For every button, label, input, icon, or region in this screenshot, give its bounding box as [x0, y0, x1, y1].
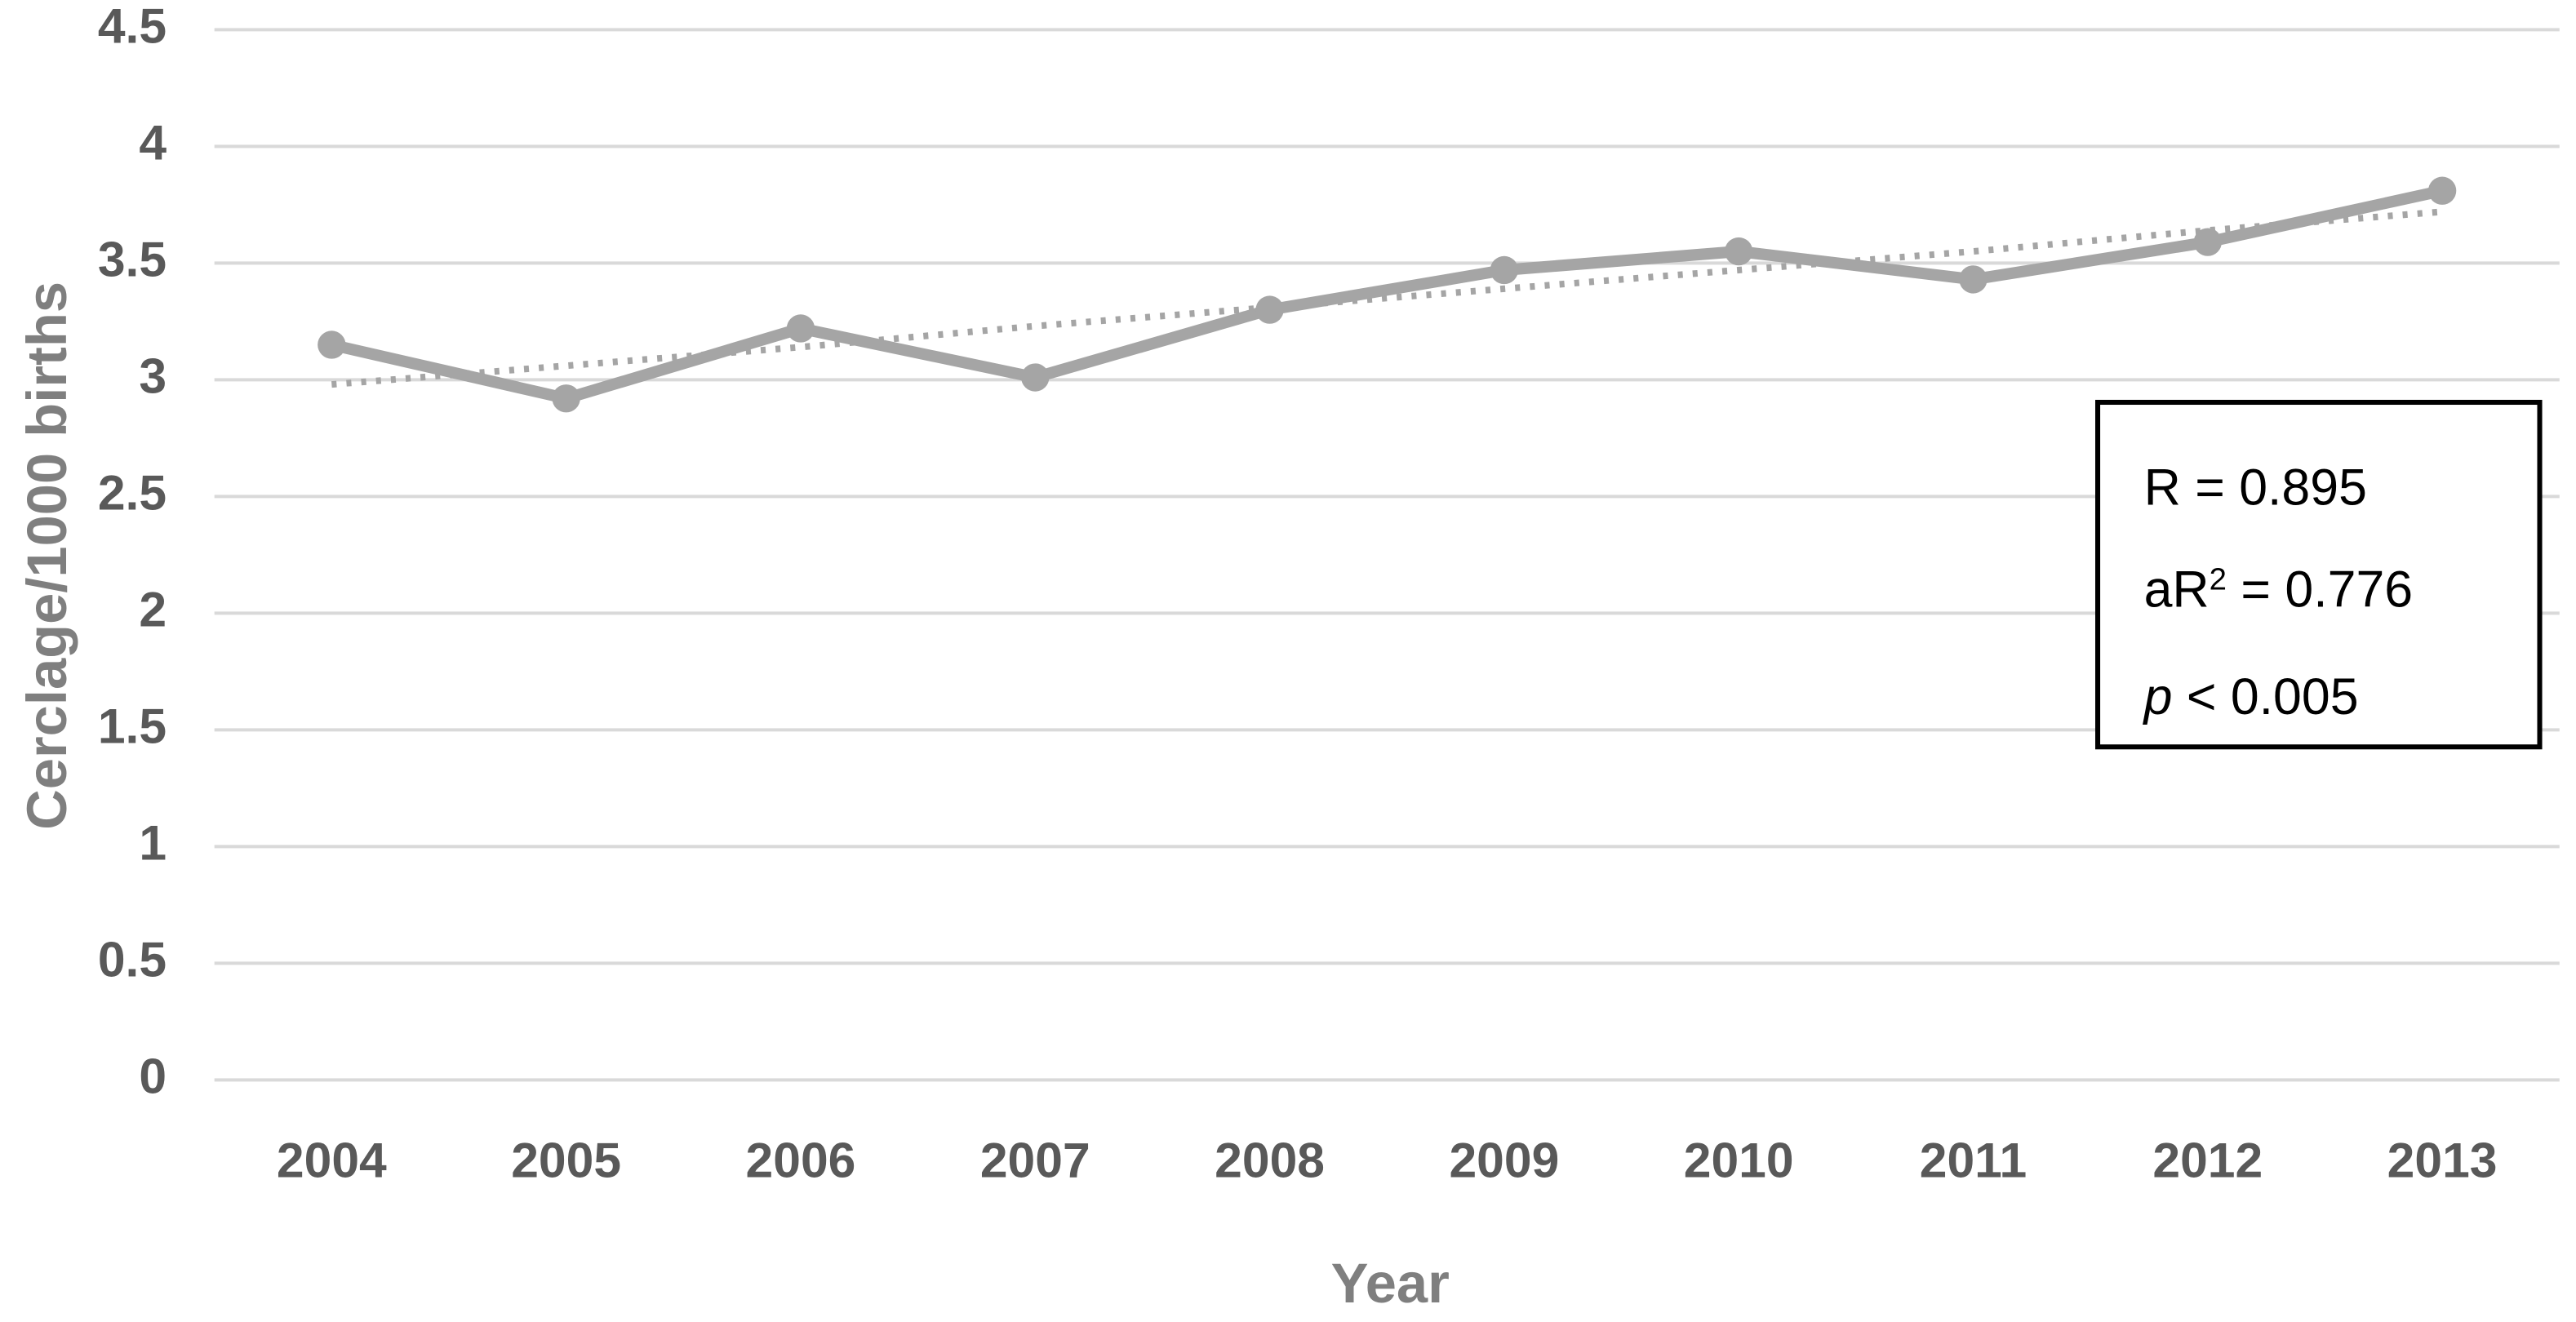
- data-line: [330, 184, 2444, 405]
- x-tick-label: 2007: [980, 1132, 1090, 1187]
- y-tick-label: 2.5: [98, 464, 167, 520]
- y-tick-label: 4.5: [98, 0, 167, 53]
- y-tick-label: 3: [139, 348, 167, 403]
- y-tick-label: 0.5: [98, 931, 167, 987]
- annotation-line: p < 0.005: [2143, 668, 2359, 725]
- annotation-line: aR2 = 0.776: [2144, 561, 2414, 619]
- data-point: [2427, 176, 2457, 205]
- x-tick-label: 2012: [2152, 1132, 2263, 1187]
- annotation-text: p: [2143, 668, 2173, 725]
- y-tick-label: 1: [139, 814, 167, 870]
- annotation-text: = 0.776: [2227, 561, 2413, 619]
- plot-area: [318, 176, 2457, 413]
- data-point: [2193, 228, 2222, 256]
- annotation-box: [2095, 399, 2543, 750]
- x-tick-label: 2006: [746, 1132, 856, 1187]
- x-tick-label: 2010: [1684, 1132, 1794, 1187]
- annotation-text: < 0.005: [2172, 668, 2358, 725]
- annotation-text: aR: [2144, 561, 2210, 619]
- x-tick-label: 2013: [2387, 1132, 2498, 1187]
- data-point: [1959, 265, 1988, 294]
- x-tick-label: 2009: [1449, 1132, 1559, 1187]
- data-point: [1255, 295, 1284, 324]
- y-tick-label: 0: [139, 1048, 167, 1103]
- annotation-text: R = 0.895: [2144, 459, 2367, 516]
- data-point: [786, 314, 815, 343]
- data-point: [318, 330, 346, 359]
- annotation-text: 2: [2210, 561, 2227, 597]
- y-axis-title: Cerclage/1000 births: [16, 282, 78, 830]
- x-tick-label: 2004: [277, 1132, 387, 1187]
- x-tick-label: 2008: [1215, 1132, 1325, 1187]
- x-axis-title: Year: [1331, 1252, 1450, 1315]
- data-point: [552, 384, 580, 413]
- x-tick-label: 2005: [511, 1132, 621, 1187]
- y-tick-label: 1.5: [98, 698, 167, 753]
- y-tick-label: 2: [139, 581, 167, 637]
- data-point: [1490, 255, 1519, 285]
- annotation-line: R = 0.895: [2144, 459, 2367, 516]
- x-tick-label: 2011: [1920, 1132, 2027, 1187]
- y-tick-label: 3.5: [98, 231, 167, 286]
- y-tick-label: 4: [139, 114, 167, 170]
- data-point: [1021, 363, 1050, 392]
- data-point: [1725, 237, 1753, 266]
- annotation: R = 0.895 aR2 = 0.776 p < 0.005: [2143, 459, 2414, 725]
